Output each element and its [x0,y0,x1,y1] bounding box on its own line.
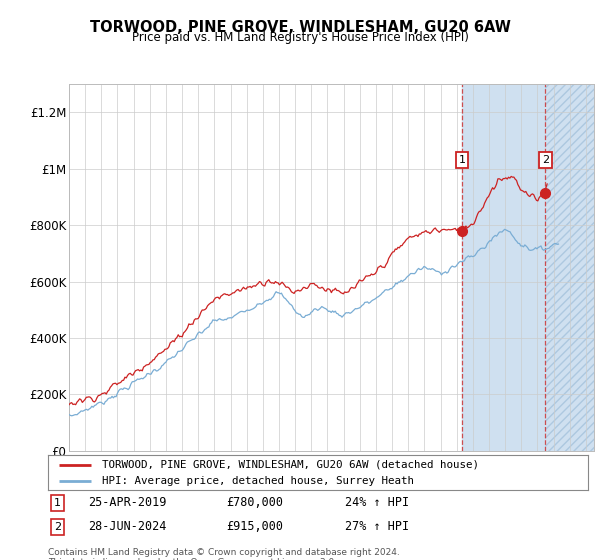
Text: HPI: Average price, detached house, Surrey Heath: HPI: Average price, detached house, Surr… [102,476,414,486]
Text: Contains HM Land Registry data © Crown copyright and database right 2024.
This d: Contains HM Land Registry data © Crown c… [48,548,400,560]
Text: £780,000: £780,000 [226,496,283,510]
Bar [545,84,594,451]
Text: TORWOOD, PINE GROVE, WINDLESHAM, GU20 6AW (detached house): TORWOOD, PINE GROVE, WINDLESHAM, GU20 6A… [102,460,479,470]
Text: £915,000: £915,000 [226,520,283,533]
Text: TORWOOD, PINE GROVE, WINDLESHAM, GU20 6AW: TORWOOD, PINE GROVE, WINDLESHAM, GU20 6A… [89,20,511,35]
Text: 2: 2 [54,522,61,532]
Text: 1: 1 [458,155,466,165]
Text: 25-APR-2019: 25-APR-2019 [89,496,167,510]
Bar [462,84,545,451]
Text: 2: 2 [542,155,549,165]
Text: 27% ↑ HPI: 27% ↑ HPI [345,520,409,533]
Text: 1: 1 [54,498,61,508]
Text: 28-JUN-2024: 28-JUN-2024 [89,520,167,533]
Text: Price paid vs. HM Land Registry's House Price Index (HPI): Price paid vs. HM Land Registry's House … [131,31,469,44]
Text: 24% ↑ HPI: 24% ↑ HPI [345,496,409,510]
